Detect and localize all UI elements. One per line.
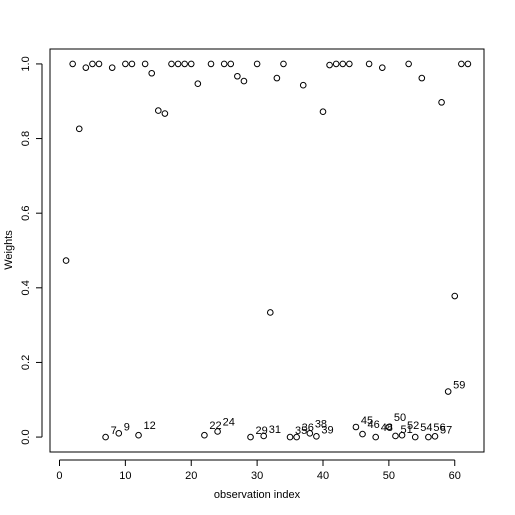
x-tick-label: 50 xyxy=(383,470,395,482)
point xyxy=(378,64,386,71)
point xyxy=(273,74,281,82)
point xyxy=(135,431,142,439)
point xyxy=(260,432,268,440)
y-tick-label: 0.6 xyxy=(20,206,32,221)
point xyxy=(266,309,274,316)
point-label: 24 xyxy=(223,416,235,428)
point-label: 52 xyxy=(407,420,419,432)
point xyxy=(62,257,70,264)
point xyxy=(234,72,241,80)
point xyxy=(187,60,195,68)
point xyxy=(352,423,360,431)
point xyxy=(464,60,472,68)
point-label: 39 xyxy=(321,424,333,436)
point xyxy=(141,60,149,68)
point xyxy=(115,430,123,437)
point xyxy=(411,433,419,441)
point xyxy=(207,60,215,68)
point-label: 7 xyxy=(111,425,117,437)
x-tick-label: 20 xyxy=(185,470,197,482)
point-label: 56 xyxy=(433,422,445,434)
y-tick-label: 1.0 xyxy=(20,56,32,71)
point xyxy=(253,60,261,68)
point xyxy=(201,431,208,439)
point-label: 50 xyxy=(394,412,406,424)
point-label: 46 xyxy=(368,419,380,431)
x-tick-label: 0 xyxy=(56,470,62,482)
y-tick-label: 0.8 xyxy=(20,131,32,146)
point xyxy=(458,60,465,68)
point xyxy=(214,428,221,435)
point xyxy=(332,60,340,68)
point xyxy=(89,60,96,68)
point-label: 57 xyxy=(440,424,452,436)
point xyxy=(280,60,287,68)
point xyxy=(346,60,353,68)
y-tick-label: 0.4 xyxy=(20,280,32,295)
point xyxy=(392,432,399,440)
point xyxy=(299,81,307,89)
point xyxy=(220,60,228,68)
point xyxy=(339,60,347,68)
point xyxy=(359,430,366,438)
point xyxy=(372,433,379,441)
point xyxy=(240,77,248,85)
point xyxy=(451,292,459,300)
point xyxy=(306,430,314,437)
y-tick-label: 0.0 xyxy=(20,429,32,444)
x-tick-label: 10 xyxy=(119,470,131,482)
point xyxy=(161,110,169,117)
point xyxy=(148,69,156,77)
x-axis-label: observation index xyxy=(214,489,301,501)
y-tick-label: 0.2 xyxy=(20,355,32,370)
x-tick-label: 30 xyxy=(251,470,263,482)
point xyxy=(313,433,320,440)
point xyxy=(75,125,83,133)
point-label: 9 xyxy=(124,421,130,433)
point xyxy=(444,388,452,395)
point-label: 48 xyxy=(381,422,393,434)
point xyxy=(365,60,373,68)
point-label: 12 xyxy=(144,420,156,432)
point xyxy=(102,433,109,441)
point xyxy=(82,64,90,71)
point xyxy=(174,60,182,68)
point-label: 54 xyxy=(420,422,432,434)
point xyxy=(181,60,188,68)
point xyxy=(418,74,426,82)
point xyxy=(438,99,445,106)
plot-box xyxy=(49,48,485,453)
point xyxy=(398,431,406,439)
point xyxy=(385,423,393,431)
point-label: 35 xyxy=(295,425,307,437)
point xyxy=(122,60,129,68)
point xyxy=(194,80,202,88)
point xyxy=(326,61,333,69)
point xyxy=(155,107,162,114)
point-label: 31 xyxy=(269,424,281,436)
point xyxy=(227,60,235,68)
x-tick-label: 40 xyxy=(317,470,329,482)
point xyxy=(286,433,294,441)
point xyxy=(425,433,432,441)
x-tick-label: 60 xyxy=(449,470,461,482)
point xyxy=(69,60,76,68)
point xyxy=(168,60,175,68)
point xyxy=(95,60,103,68)
point-label: 29 xyxy=(256,425,268,437)
point xyxy=(405,60,412,68)
point xyxy=(108,64,116,71)
point-label: 45 xyxy=(361,415,373,427)
point xyxy=(128,60,136,68)
point-label: 38 xyxy=(315,418,327,430)
point xyxy=(247,433,254,441)
point-label: 59 xyxy=(453,380,465,392)
point xyxy=(293,433,300,441)
y-axis-label: Weights xyxy=(3,230,15,270)
point xyxy=(431,433,439,440)
point xyxy=(319,108,327,115)
